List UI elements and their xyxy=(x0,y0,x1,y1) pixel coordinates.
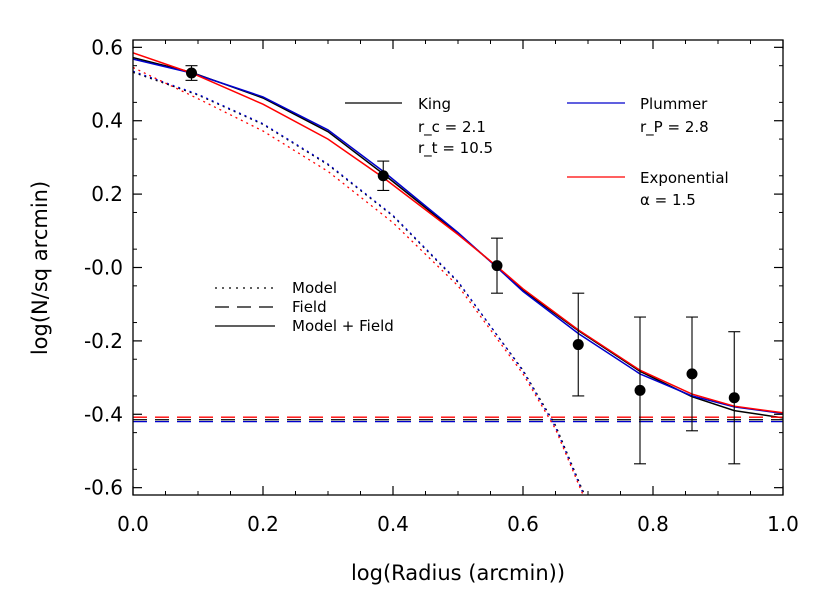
x-tick-label: 0.2 xyxy=(247,512,279,536)
y-tick-label: 0.2 xyxy=(91,182,123,206)
king-param-rc: r_c = 2.1 xyxy=(418,118,486,137)
exponential-model-curve xyxy=(133,66,584,495)
model-style-label: Model xyxy=(292,279,337,297)
x-tick-label: 0.6 xyxy=(507,512,539,536)
data-point xyxy=(634,384,646,396)
y-tick-label: -0.0 xyxy=(84,256,123,280)
model-plus-field-style-label: Model + Field xyxy=(292,317,394,335)
exponential-param-alpha: α = 1.5 xyxy=(640,191,696,209)
king-param-rt: r_t = 10.5 xyxy=(418,139,493,158)
plummer-model-curve xyxy=(133,70,585,495)
x-tick-label: 0.4 xyxy=(377,512,409,536)
x-tick-label: 0.8 xyxy=(637,512,669,536)
y-tick-label: -0.6 xyxy=(84,476,123,500)
data-point xyxy=(686,368,698,380)
y-tick-label: 0.6 xyxy=(91,35,123,59)
data-point xyxy=(728,392,740,404)
x-axis-title: log(Radius (arcmin)) xyxy=(351,561,565,585)
model-legend: King r_c = 2.1 r_t = 10.5 Plummer r_P = … xyxy=(345,95,729,209)
field-style-label: Field xyxy=(292,298,327,316)
king-legend-label: King xyxy=(418,95,451,113)
plummer-legend-label: Plummer xyxy=(640,95,708,113)
style-legend: Model Field Model + Field xyxy=(215,279,394,335)
axis-ticks: 0.0 0.2 0.4 0.6 0.8 1.0 -0.6 -0.4 -0.2 -0.0 0.2 0.4… xyxy=(84,35,799,536)
data-point xyxy=(186,67,197,79)
data-point xyxy=(572,339,584,351)
y-tick-label: -0.2 xyxy=(84,329,123,353)
y-tick-label: 0.4 xyxy=(91,109,123,133)
exponential-legend-label: Exponential xyxy=(640,169,729,187)
y-axis-title: log(N/sq arcmin) xyxy=(28,181,52,355)
plummer-param-rp: r_P = 2.8 xyxy=(640,118,709,137)
observed-points-layer xyxy=(185,65,741,465)
x-tick-label: 0.0 xyxy=(117,512,149,536)
data-point xyxy=(377,170,389,182)
data-point xyxy=(491,260,503,272)
y-tick-label: -0.4 xyxy=(84,402,123,426)
x-tick-label: 1.0 xyxy=(767,512,799,536)
